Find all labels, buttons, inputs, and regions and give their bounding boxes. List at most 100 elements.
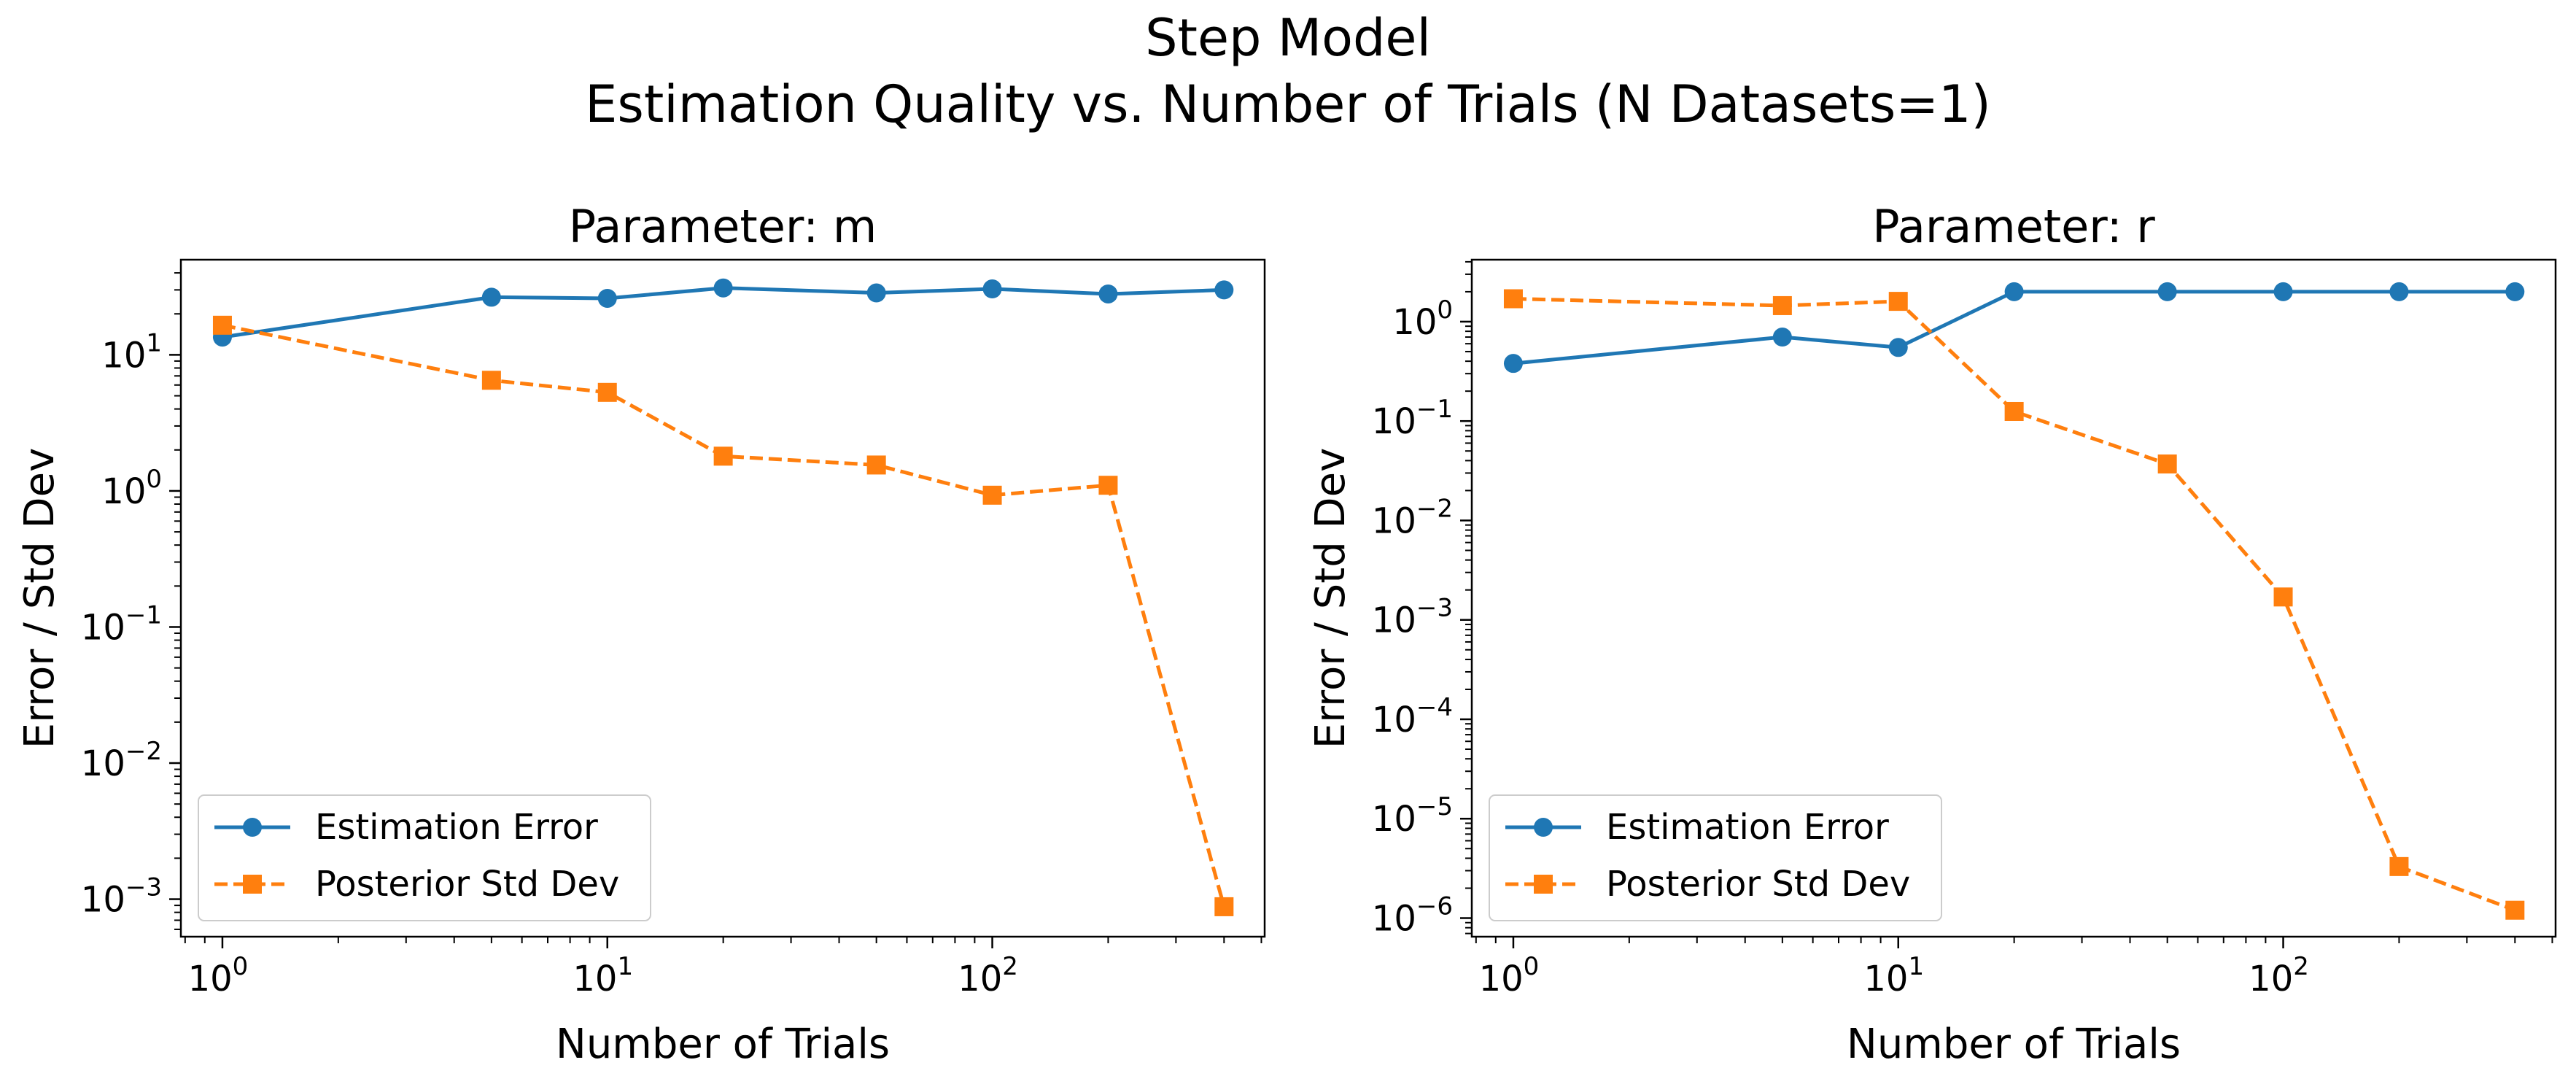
y-tick-label-exponent: 1 bbox=[146, 328, 162, 357]
data-point-estimation-error bbox=[2389, 282, 2409, 301]
legend: Estimation Error Posterior Std Dev bbox=[1489, 794, 1942, 921]
y-tick-label-base: 10 bbox=[1392, 302, 1437, 343]
y-tick-label-exponent: −3 bbox=[1416, 594, 1453, 623]
data-point-estimation-error bbox=[1772, 328, 1792, 347]
suptitle-line-1: Step Model bbox=[1145, 8, 1431, 68]
axes-frame bbox=[1470, 258, 2557, 938]
y-tick-label-base: 10 bbox=[101, 335, 146, 376]
y-tick-label: 10−2 bbox=[81, 737, 162, 784]
y-tick-label-base: 10 bbox=[1372, 600, 1416, 641]
data-point-posterior-std bbox=[597, 382, 617, 402]
y-tick-label-exponent: −2 bbox=[1416, 494, 1453, 523]
legend-label: Posterior Std Dev bbox=[1606, 864, 1910, 905]
y-tick-label-exponent: −4 bbox=[1416, 693, 1453, 722]
series-line-estimation-error bbox=[1513, 290, 2515, 365]
panel-title: Parameter: m bbox=[569, 200, 877, 253]
y-axis-label: Error / Std Dev bbox=[1307, 448, 1354, 749]
data-point-posterior-std bbox=[2157, 454, 2177, 474]
data-point-posterior-std bbox=[1214, 897, 1234, 916]
y-tick-label-exponent: −5 bbox=[1416, 792, 1453, 821]
minor-ticks bbox=[174, 272, 1262, 943]
data-point-estimation-error bbox=[866, 283, 886, 303]
data-point-posterior-std bbox=[2273, 587, 2293, 607]
legend-label: Estimation Error bbox=[315, 807, 598, 848]
data-point-posterior-std bbox=[1772, 295, 1792, 315]
series-line-posterior-std bbox=[222, 323, 1226, 908]
panel-title: Parameter: r bbox=[1872, 200, 2155, 253]
y-tick-label-exponent: −3 bbox=[125, 873, 162, 902]
series-line-estimation-error bbox=[222, 286, 1225, 339]
y-tick-label-exponent: −1 bbox=[125, 600, 162, 630]
x-tick-label: 102 bbox=[2249, 952, 2309, 999]
x-tick-label-exponent: 1 bbox=[617, 952, 633, 981]
suptitle-line-2: Estimation Quality vs. Number of Trials … bbox=[585, 74, 1991, 134]
y-tick-label-base: 10 bbox=[1372, 899, 1416, 940]
legend-label: Estimation Error bbox=[1606, 807, 1889, 848]
data-point-posterior-std bbox=[713, 446, 733, 466]
legend-marker bbox=[243, 875, 262, 894]
x-axis-label: Number of Trials bbox=[556, 1021, 890, 1068]
data-point-estimation-error bbox=[481, 287, 501, 307]
data-point-posterior-std bbox=[1503, 289, 1523, 309]
x-tick-label-exponent: 0 bbox=[1524, 952, 1540, 981]
y-tick-label: 10−1 bbox=[1372, 395, 1453, 442]
y-tick-label: 101 bbox=[101, 328, 162, 376]
legend-marker bbox=[243, 818, 262, 837]
y-tick-label-base: 10 bbox=[1372, 700, 1416, 740]
data-point-estimation-error bbox=[1214, 280, 1234, 300]
y-tick-label: 10−1 bbox=[81, 600, 162, 648]
y-tick-label: 10−6 bbox=[1372, 892, 1453, 940]
data-point-estimation-error bbox=[2273, 282, 2293, 301]
y-tick-label-base: 10 bbox=[81, 880, 125, 921]
x-tick-label: 100 bbox=[188, 952, 249, 999]
y-tick-label: 10−4 bbox=[1372, 693, 1453, 740]
data-point-estimation-error bbox=[713, 278, 733, 298]
data-point-estimation-error bbox=[982, 279, 1002, 299]
data-point-estimation-error bbox=[1098, 284, 1118, 303]
y-tick-label: 10−3 bbox=[1372, 594, 1453, 641]
y-tick-label-base: 10 bbox=[1372, 799, 1416, 840]
y-tick-label: 100 bbox=[101, 465, 162, 512]
data-point-posterior-std bbox=[2505, 900, 2525, 920]
data-point-estimation-error bbox=[1888, 338, 1908, 357]
axes-frame bbox=[179, 258, 1266, 938]
legend-box bbox=[198, 794, 651, 921]
x-tick-label: 100 bbox=[1479, 952, 1540, 999]
data-point-posterior-std bbox=[1888, 292, 1908, 312]
y-tick-label-exponent: 0 bbox=[1437, 295, 1453, 325]
x-tick-label-base: 10 bbox=[1863, 959, 1908, 999]
y-tick-label-base: 10 bbox=[1372, 500, 1416, 541]
data-point-estimation-error bbox=[2004, 282, 2024, 301]
plot-area bbox=[1503, 282, 2525, 920]
legend: Estimation Error Posterior Std Dev bbox=[198, 794, 651, 921]
data-point-posterior-std bbox=[982, 485, 1002, 505]
minor-ticks bbox=[1465, 260, 2553, 943]
legend-marker bbox=[1534, 875, 1553, 894]
y-tick-label-exponent: −6 bbox=[1416, 892, 1453, 921]
y-tick-label-exponent: 0 bbox=[146, 465, 162, 494]
x-tick-label-base: 10 bbox=[1479, 959, 1524, 999]
data-point-posterior-std bbox=[2004, 401, 2024, 421]
y-tick-label-exponent: −2 bbox=[125, 737, 162, 766]
x-tick-label-exponent: 1 bbox=[1908, 952, 1924, 981]
x-tick-label-exponent: 0 bbox=[233, 952, 249, 981]
data-point-posterior-std bbox=[212, 315, 232, 335]
legend-label: Posterior Std Dev bbox=[315, 864, 619, 905]
x-tick-label: 101 bbox=[573, 952, 633, 999]
x-tick-label-exponent: 2 bbox=[2293, 952, 2309, 981]
x-tick-label-base: 10 bbox=[573, 959, 617, 999]
y-tick-label-base: 10 bbox=[101, 471, 146, 512]
data-point-estimation-error bbox=[1503, 354, 1523, 374]
y-tick-label-base: 10 bbox=[81, 743, 125, 784]
data-point-posterior-std bbox=[1098, 476, 1118, 495]
y-tick-label: 100 bbox=[1392, 295, 1453, 343]
x-tick-label-base: 10 bbox=[958, 959, 1002, 999]
y-tick-label-exponent: −1 bbox=[1416, 395, 1453, 424]
y-tick-label-base: 10 bbox=[81, 607, 125, 648]
y-tick-label-base: 10 bbox=[1372, 401, 1416, 442]
y-axis-label: Error / Std Dev bbox=[16, 448, 63, 749]
data-point-estimation-error bbox=[597, 288, 617, 308]
